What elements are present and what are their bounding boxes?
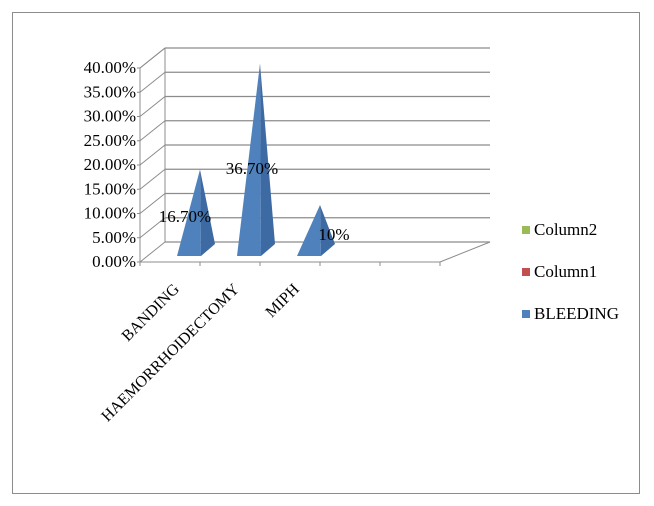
y-tick-label: 15.00% <box>84 179 136 198</box>
gridline-side <box>139 47 166 69</box>
y-tick-label: 20.00% <box>84 155 136 174</box>
y-tick-label: 25.00% <box>84 131 136 150</box>
x-tick-label: MIPH <box>263 280 304 321</box>
legend-swatch <box>522 268 530 276</box>
gridline-side <box>139 241 166 263</box>
y-tick-labels: 0.00% 5.00% 10.00% 15.00% 20.00% 25.00% 30.00%… <box>84 58 140 271</box>
gridline-side <box>139 96 166 117</box>
data-label: 16.70% <box>159 207 211 226</box>
x-tick-label: BANDING <box>119 280 184 345</box>
bar-banding-front <box>297 205 321 256</box>
legend-swatch <box>522 310 530 318</box>
gridline-side <box>139 217 166 239</box>
bar-side <box>200 169 215 256</box>
bar-side <box>260 63 275 256</box>
gridline-side <box>139 120 166 142</box>
y-tick-label: 30.00% <box>84 107 136 126</box>
legend-label: Column2 <box>534 220 597 239</box>
data-labels: 16.70% 36.70% 10% <box>159 159 350 244</box>
gridline-side <box>139 71 166 93</box>
gridline-side <box>139 193 166 214</box>
gridline-side <box>139 144 166 166</box>
legend-label: BLEEDING <box>534 304 619 323</box>
bar-banding-front <box>177 169 201 256</box>
legend-label: Column1 <box>534 262 597 281</box>
y-tick-label: 40.00% <box>84 58 136 77</box>
bars <box>177 63 335 256</box>
legend: Column2 Column1 BLEEDING <box>522 220 619 323</box>
gridline-side <box>139 168 166 190</box>
bar-banding-front <box>237 63 261 256</box>
gridlines <box>139 47 490 263</box>
data-label: 36.70% <box>226 159 278 178</box>
data-label: 10% <box>318 225 349 244</box>
chart-frame <box>12 12 640 494</box>
y-tick-label: 0.00% <box>92 252 136 271</box>
y-tick-label: 35.00% <box>84 82 136 101</box>
y-tick-label: 10.00% <box>84 204 136 223</box>
y-tick-label: 5.00% <box>92 228 136 247</box>
floor-right-edge <box>439 241 491 263</box>
legend-swatch <box>522 226 530 234</box>
bar-side <box>320 205 335 256</box>
